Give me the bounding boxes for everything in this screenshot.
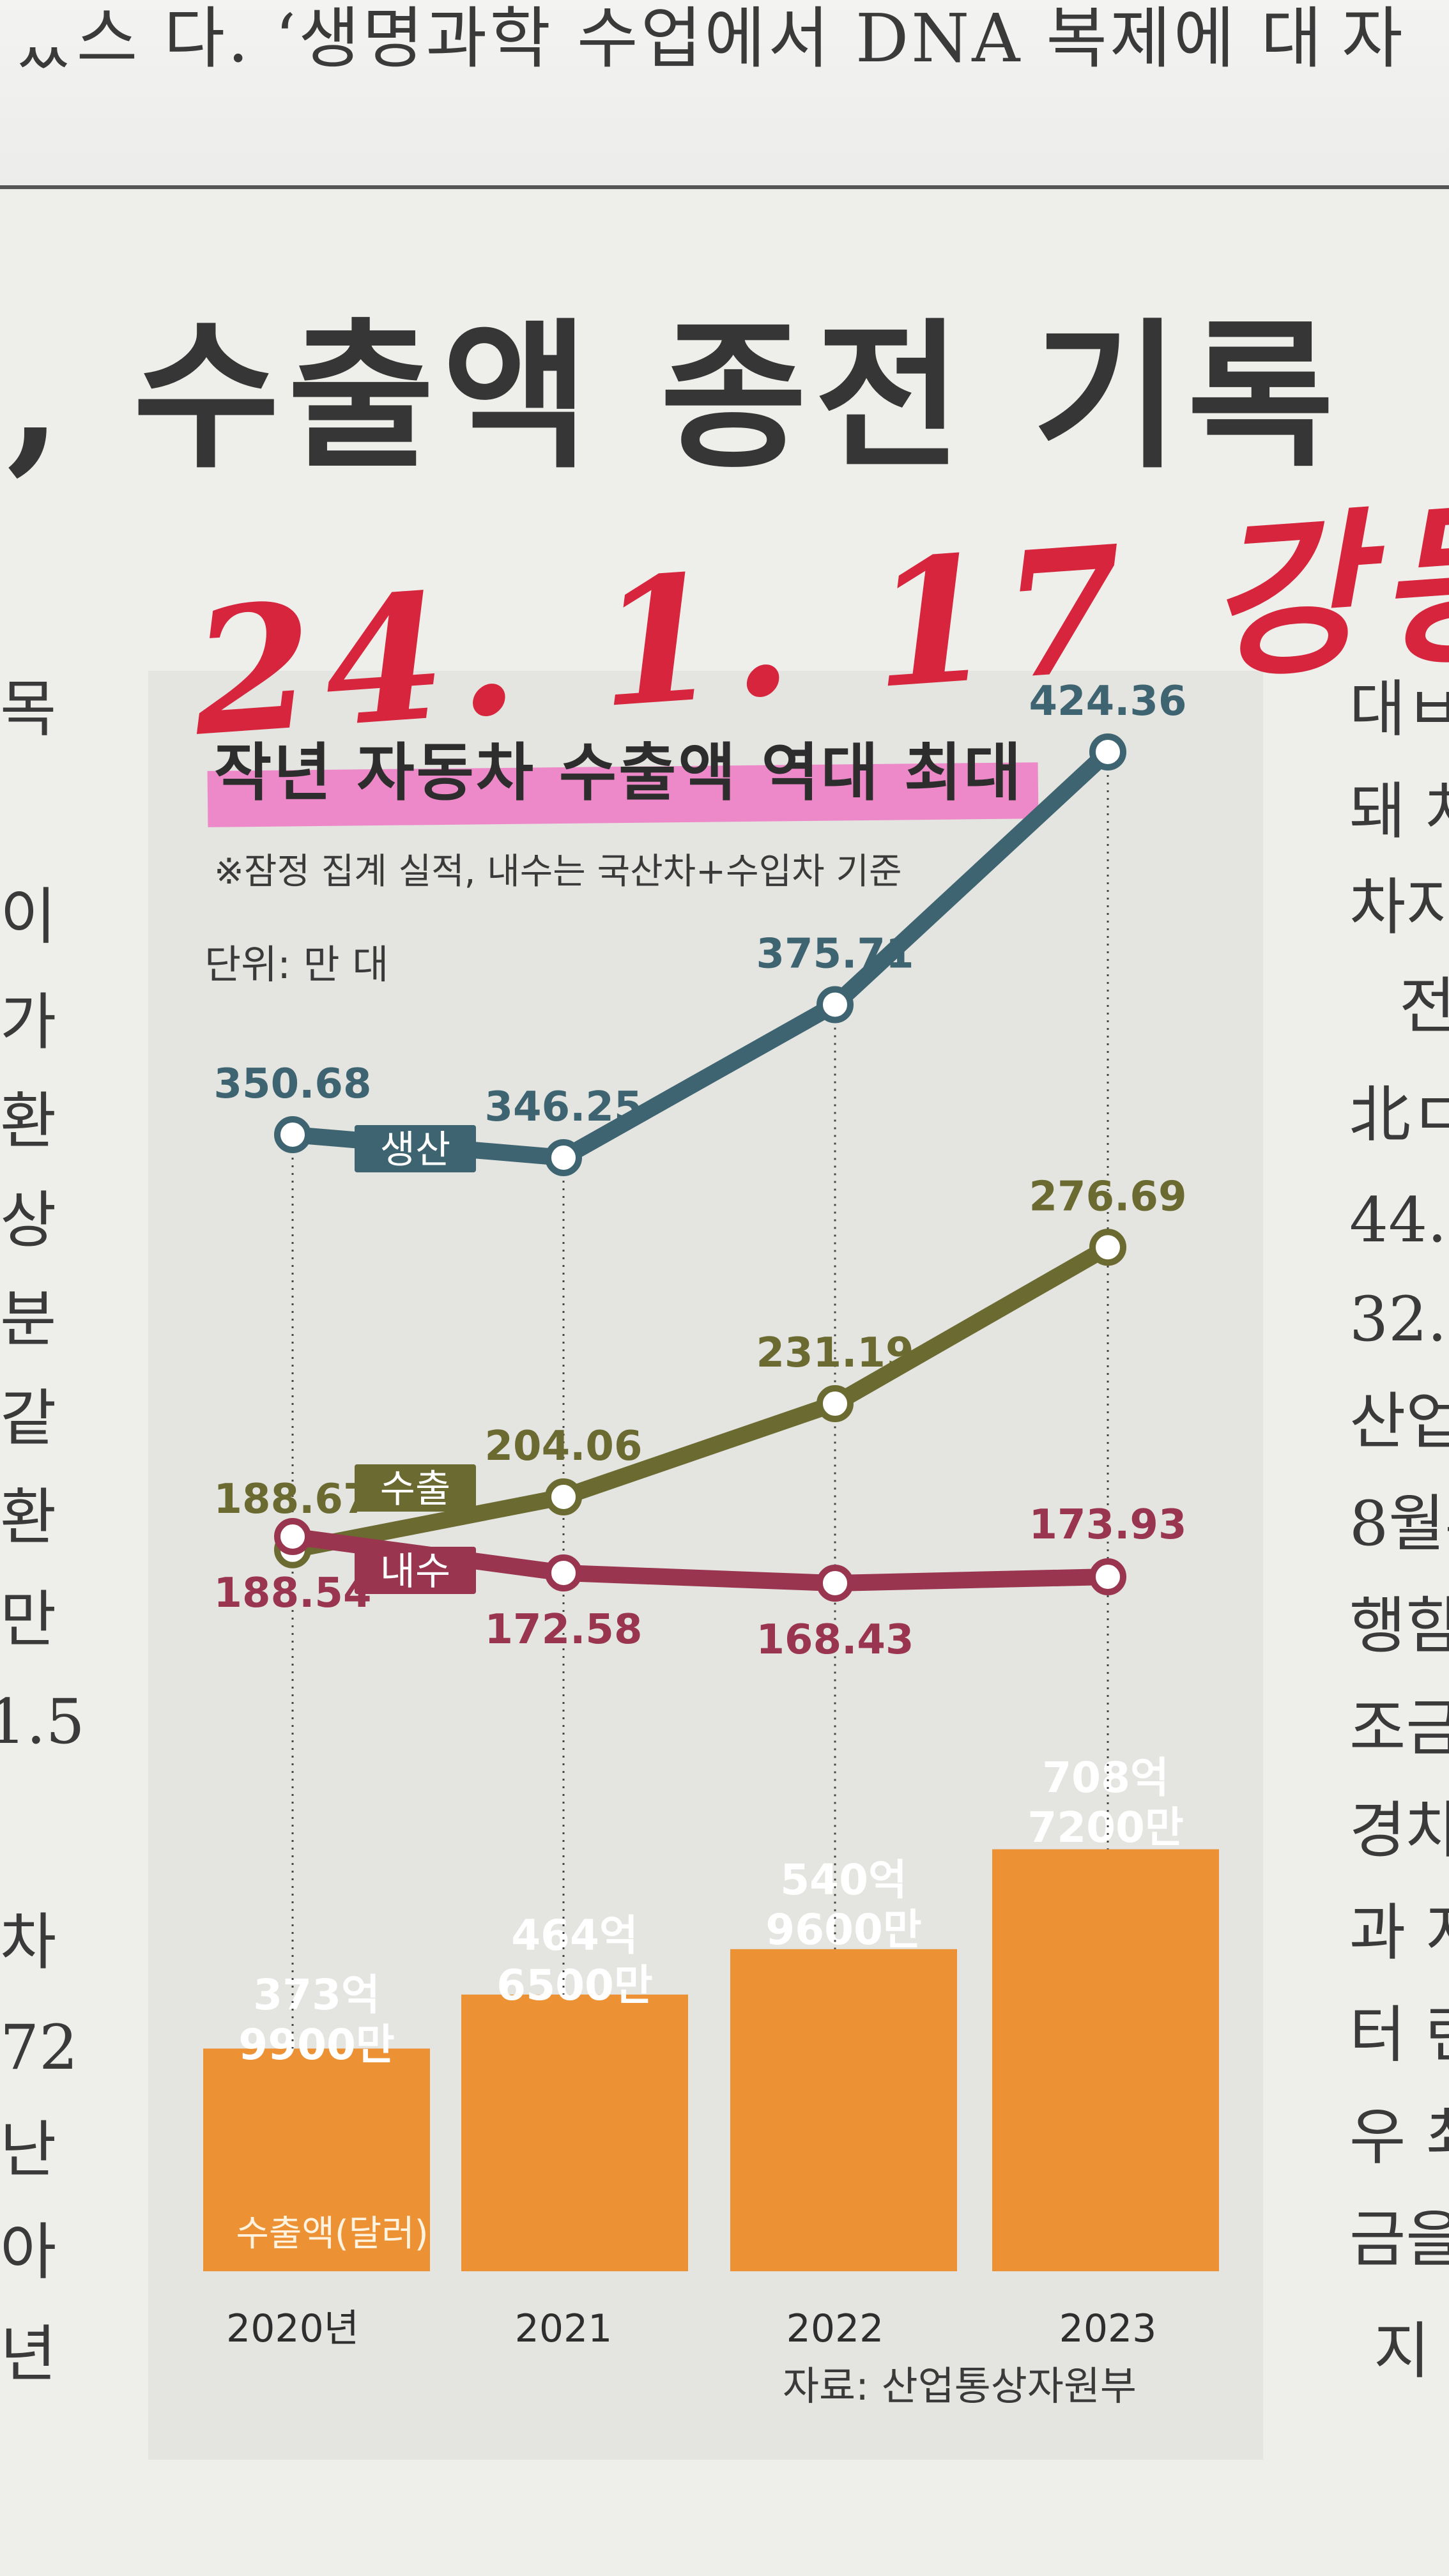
bar-value-label: 9900만 xyxy=(238,2020,394,2069)
right-column-line: 과 지 xyxy=(1349,1897,1449,1968)
bar-series-label: 수출액(달러) xyxy=(236,2213,428,2255)
left-column-line: 만 xyxy=(0,1584,57,1655)
newspaper-headline: , 수출액 종전 기록 xyxy=(6,302,1342,490)
point-내수 xyxy=(816,1565,854,1602)
left-column-line: 가 xyxy=(0,986,57,1058)
series-line-생산 xyxy=(284,743,1116,1166)
bar-value-label: 464억 xyxy=(511,1911,638,1960)
right-column-line: 돼 차 xyxy=(1349,776,1449,847)
bar-2021 xyxy=(461,1994,688,2271)
value-label-수출: 231.19 xyxy=(756,1330,914,1377)
value-label-생산: 424.36 xyxy=(1029,678,1187,725)
series-line-수출 xyxy=(284,1239,1116,1558)
point-생산 xyxy=(274,1116,311,1153)
category-label: 2023 xyxy=(1059,2306,1157,2351)
value-label-내수: 188.54 xyxy=(214,1570,372,1617)
value-label-생산: 375.71 xyxy=(756,930,914,977)
left-column-line: 목 xyxy=(0,673,57,745)
right-column-line: 전 xyxy=(1399,970,1449,1042)
point-내수 xyxy=(274,1518,311,1555)
bar-2020년 xyxy=(203,2048,430,2271)
bar-value-label: 9600만 xyxy=(765,1905,921,1954)
chart-source: 자료: 산업통상자원부 xyxy=(783,2363,1137,2409)
category-label: 2022 xyxy=(786,2306,884,2351)
category-label: 2021 xyxy=(515,2306,613,2351)
left-column-line: 환 xyxy=(0,1085,57,1157)
right-column-line: 8월부 xyxy=(1349,1488,1449,1560)
point-수출 xyxy=(545,1478,582,1515)
point-생산 xyxy=(816,986,854,1023)
point-생산 xyxy=(1089,733,1126,770)
left-column-line: 72 xyxy=(0,2012,79,2083)
chart-note: ※잠정 집계 실적, 내수는 국산차+수입차 기준 xyxy=(214,851,902,893)
newspaper-top-strip xyxy=(0,0,1449,192)
left-column-line: 상 xyxy=(0,1184,57,1256)
chart-unit-label: 단위: 만 대 xyxy=(204,941,389,988)
left-column-line: 난 xyxy=(0,2114,57,2186)
right-column-line: 지 xyxy=(1374,2315,1430,2387)
left-column-line: 같 xyxy=(0,1383,57,1454)
right-column-line: 44.7 xyxy=(1349,1184,1449,1256)
series-tag-생산 xyxy=(355,1125,476,1172)
left-column-line: 분 xyxy=(0,1284,57,1355)
right-column-line: 산업 xyxy=(1349,1386,1449,1457)
left-column-line: 아 xyxy=(0,2216,57,2288)
value-label-내수: 168.43 xyxy=(756,1616,914,1664)
newspaper-top-text: ᆻ스 다. ‘생명과학 수업에서 DNA 복제에 대 xyxy=(13,0,1325,77)
category-label: 2020년 xyxy=(226,2306,359,2351)
value-label-내수: 172.58 xyxy=(485,1606,643,1653)
series-tag-내수 xyxy=(355,1547,476,1594)
point-수출 xyxy=(816,1385,854,1423)
series-name-수출: 수출 xyxy=(380,1467,450,1512)
value-label-내수: 173.93 xyxy=(1029,1501,1187,1549)
newspaper-top-right-text: 자 xyxy=(1342,0,1403,77)
series-name-생산: 생산 xyxy=(380,1128,450,1172)
right-column-line: 행함 xyxy=(1349,1590,1449,1662)
bar-2022 xyxy=(730,1949,957,2271)
value-label-생산: 346.25 xyxy=(485,1084,643,1131)
bar-value-label: 373억 xyxy=(253,1970,380,2020)
right-column-line: 경차 xyxy=(1349,1795,1449,1866)
left-column-line: 이 xyxy=(0,881,57,953)
right-column-line: 北ㄷ xyxy=(1349,1079,1449,1151)
left-column-line: 1.5 xyxy=(0,1686,85,1758)
right-column-line: 32.9 xyxy=(1349,1284,1449,1355)
point-생산 xyxy=(545,1139,582,1176)
right-column-line: 조금 xyxy=(1349,1692,1449,1764)
right-column-line: 우 최 xyxy=(1349,2101,1449,2173)
right-column-line: 차지 xyxy=(1349,871,1449,943)
bar-value-label: 7200만 xyxy=(1027,1803,1183,1852)
right-column-line: 대ㅂ xyxy=(1349,673,1449,745)
point-내수 xyxy=(1089,1558,1126,1595)
bar-value-label: 708억 xyxy=(1042,1753,1169,1802)
right-column-line: 터 런 xyxy=(1349,1999,1449,2071)
point-수출 xyxy=(1089,1229,1126,1266)
value-label-생산: 350.68 xyxy=(214,1061,372,1108)
series-tag-수출 xyxy=(355,1464,476,1512)
left-column-line: 년 xyxy=(0,2319,57,2390)
value-label-수출: 276.69 xyxy=(1029,1173,1187,1220)
newspaper-rule xyxy=(0,185,1449,189)
value-label-수출: 188.67 xyxy=(214,1476,372,1523)
series-name-내수: 내수 xyxy=(380,1549,450,1594)
left-column-line: 차 xyxy=(0,1906,57,1978)
bar-value-label: 540억 xyxy=(780,1855,907,1905)
point-내수 xyxy=(545,1554,582,1591)
value-label-수출: 204.06 xyxy=(485,1423,643,1470)
right-column-line: 금을 xyxy=(1349,2204,1449,2275)
bar-value-label: 6500만 xyxy=(496,1961,652,2010)
chart-title: 작년 자동차 수출액 역대 최대 xyxy=(214,737,1023,809)
left-column-line: 환 xyxy=(0,1482,57,1553)
bar-2023 xyxy=(992,1849,1219,2271)
